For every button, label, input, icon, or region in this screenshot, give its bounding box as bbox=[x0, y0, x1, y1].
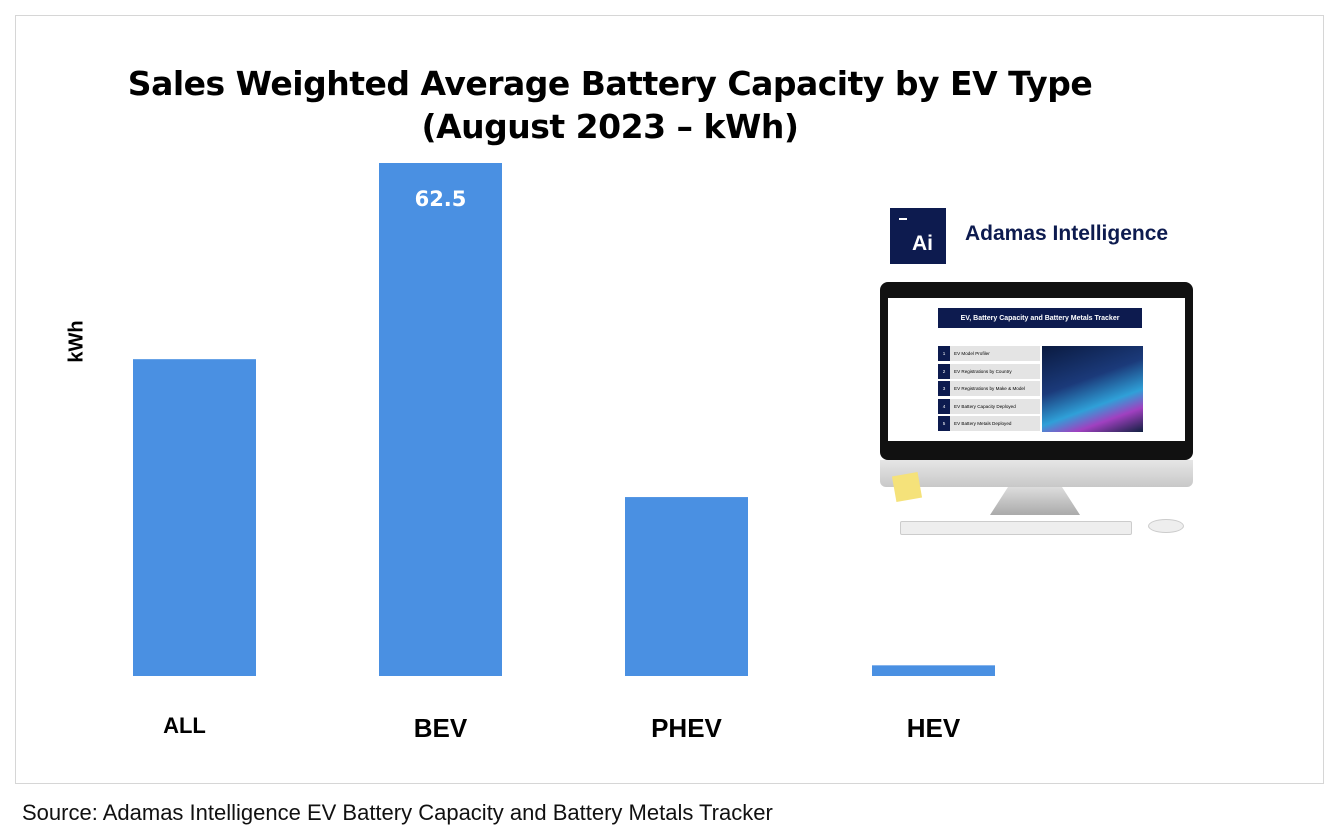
screen-menu-item: 2 EV Registrations by Country bbox=[938, 363, 1040, 379]
item-number: 3 bbox=[938, 381, 950, 396]
x-tick-label: ALL bbox=[163, 713, 206, 738]
adamas-logo: Ai bbox=[890, 208, 946, 264]
sticky-note bbox=[891, 471, 923, 503]
mouse bbox=[1148, 519, 1184, 533]
chart-frame bbox=[15, 15, 1324, 784]
item-number: 2 bbox=[938, 363, 950, 379]
item-label: EV Battery Metals Deployed bbox=[954, 421, 1012, 426]
item-label: EV Registrations by Make & Model bbox=[954, 386, 1025, 391]
screen-menu: 1 EV Model Profiler 2 EV Registrations by C… bbox=[938, 346, 1040, 434]
keyboard bbox=[900, 521, 1132, 535]
x-tick-label: HEV bbox=[907, 713, 961, 743]
item-number: 5 bbox=[938, 416, 950, 431]
x-tick-label: BEV bbox=[414, 713, 468, 743]
screen-title: EV, Battery Capacity and Battery Metals … bbox=[938, 308, 1142, 328]
brand-name: Adamas Intelligence bbox=[965, 222, 1169, 245]
subtitle-line: (August 2023 – kWh) bbox=[421, 107, 799, 146]
screen-menu-item: 1 EV Model Profiler bbox=[938, 346, 1040, 361]
title-line: Sales Weighted Average Battery Capacity … bbox=[127, 64, 1093, 103]
bar-bev bbox=[379, 163, 502, 676]
screen-menu-item: 4 EV Battery Capacity Deployed bbox=[938, 398, 1040, 414]
bar-all bbox=[133, 359, 256, 676]
bar-hev bbox=[872, 665, 995, 676]
x-tick-label: PHEV bbox=[651, 713, 722, 743]
item-number: 1 bbox=[938, 346, 950, 361]
data-label: 62.5 bbox=[415, 187, 467, 211]
bar-phev bbox=[625, 497, 748, 676]
item-label: EV Registrations by Country bbox=[954, 368, 1012, 374]
monitor-chin bbox=[880, 460, 1193, 487]
screen-menu-item: 5 EV Battery Metals Deployed bbox=[938, 416, 1040, 431]
monitor-screen: EV, Battery Capacity and Battery Metals … bbox=[888, 298, 1185, 441]
item-label: EV Model Profiler bbox=[954, 351, 990, 356]
monitor-illustration: EV, Battery Capacity and Battery Metals … bbox=[880, 282, 1193, 460]
source-note: Source: Adamas Intelligence EV Battery C… bbox=[22, 800, 773, 825]
city-night-image bbox=[1042, 346, 1143, 432]
item-label: EV Battery Capacity Deployed bbox=[954, 403, 1016, 409]
item-number: 4 bbox=[938, 398, 950, 414]
chart-title: Sales Weighted Average Battery Capacity … bbox=[60, 62, 1160, 148]
screen-menu-item: 3 EV Registrations by Make & Model bbox=[938, 381, 1040, 396]
